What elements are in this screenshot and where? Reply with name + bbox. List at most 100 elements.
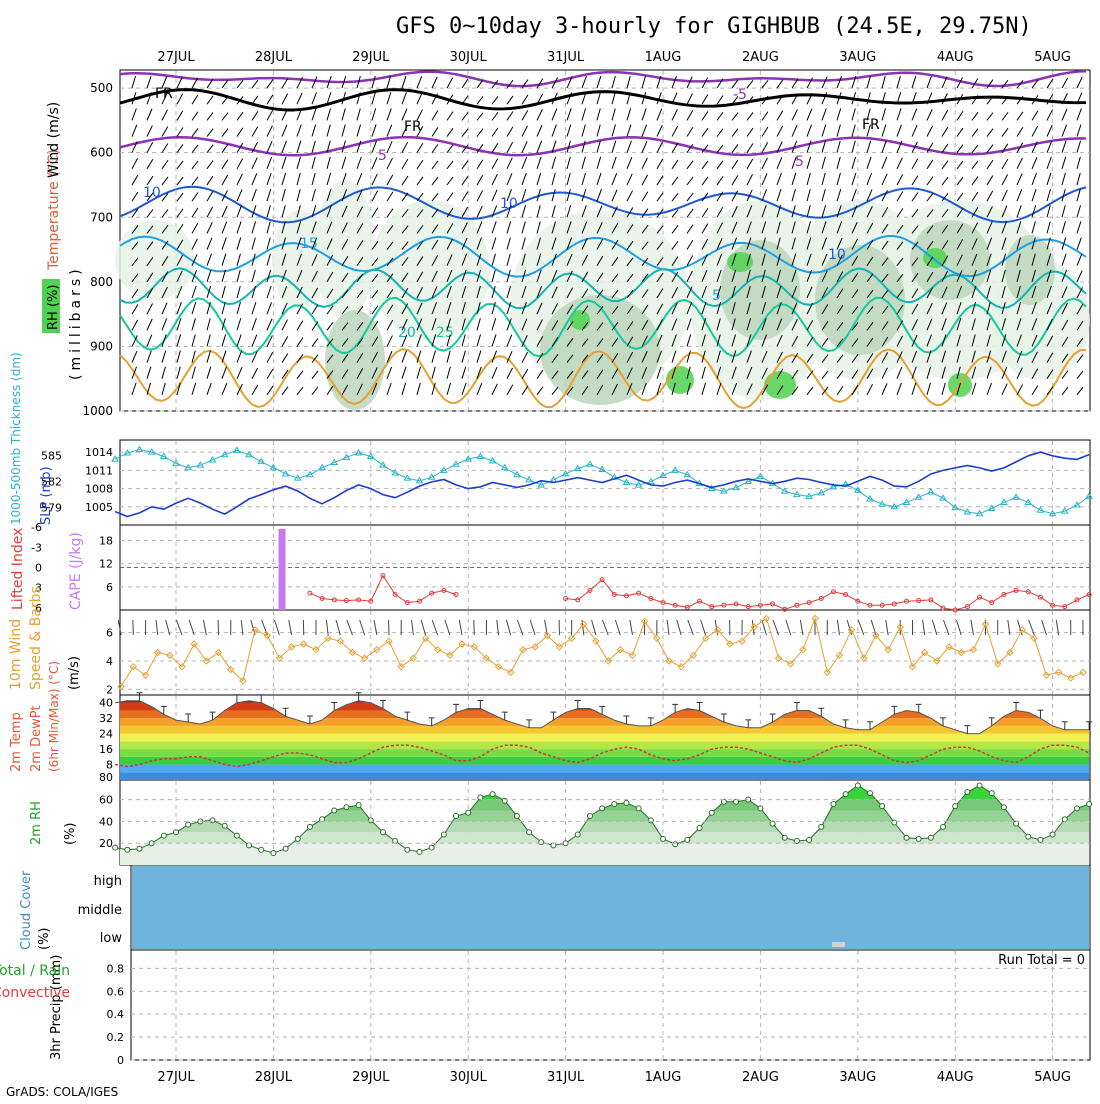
wind-barb xyxy=(162,209,168,217)
wind-barb xyxy=(912,125,917,136)
wind-barb xyxy=(237,128,243,137)
wind-barb xyxy=(642,76,645,88)
wind-barb xyxy=(642,108,646,120)
wind-barb xyxy=(1032,221,1035,233)
wind-barb xyxy=(522,95,528,104)
wind-barb xyxy=(597,92,600,104)
time-tick-label-top: 30JUL xyxy=(450,50,488,65)
ylabel-total-rain: Total / Rain xyxy=(0,963,70,979)
wind-barb xyxy=(747,128,753,136)
rh-point xyxy=(648,818,653,823)
wind-barb xyxy=(747,80,753,88)
minmax-marker xyxy=(575,701,581,709)
wind-barb xyxy=(132,351,137,363)
li-tick-label: 0 xyxy=(35,562,42,575)
wind-barb xyxy=(477,318,480,330)
wind-barb xyxy=(912,383,916,395)
minmax-marker xyxy=(697,702,703,710)
wind-barb xyxy=(282,353,288,362)
rh-point xyxy=(673,842,678,847)
profile-ylabels-units: (millibars) xyxy=(68,265,84,380)
rh-point xyxy=(502,798,507,803)
wind-barb xyxy=(897,76,900,88)
rh-point xyxy=(1001,805,1006,810)
wind-barb xyxy=(867,173,872,185)
rh-tick-label: 20 xyxy=(99,837,113,850)
wind-barb xyxy=(237,302,240,314)
wind-barb xyxy=(657,125,662,136)
wind-barb xyxy=(612,141,616,153)
wind-barb xyxy=(207,383,211,395)
wind-barb xyxy=(732,144,738,152)
wind-barb xyxy=(237,334,241,346)
minmax-marker xyxy=(258,695,264,703)
wind-barb xyxy=(942,144,948,153)
wind-barb xyxy=(402,367,406,379)
wind-barb xyxy=(192,302,196,314)
rh-point xyxy=(831,801,836,806)
wind-barb xyxy=(852,157,856,169)
wind-barb xyxy=(987,160,993,169)
temp-color-band xyxy=(120,749,1090,757)
time-tick-label-bottom: 2AUG xyxy=(742,1070,779,1085)
wind-barb xyxy=(777,80,783,88)
wind-barb xyxy=(387,383,391,395)
wind-barb xyxy=(537,109,542,120)
wind-barb-10m xyxy=(773,620,779,635)
rh-point xyxy=(855,783,860,788)
wind-barb xyxy=(657,142,663,153)
wind-barb xyxy=(912,159,918,169)
wind-barb xyxy=(282,387,288,395)
wind-barb xyxy=(1017,127,1023,136)
wind-barb xyxy=(222,80,228,88)
wind-barb xyxy=(1062,205,1065,217)
wind-barb xyxy=(192,177,198,185)
wind-barb xyxy=(417,76,422,88)
wind-barb xyxy=(207,318,210,330)
wind-barb xyxy=(1062,125,1067,137)
wind-barb xyxy=(882,141,886,153)
wind-barb xyxy=(837,141,840,153)
wind-barb xyxy=(492,318,496,330)
wind-barb xyxy=(762,158,767,169)
minmax-marker xyxy=(916,704,922,712)
wind-barb xyxy=(297,338,303,347)
time-tick-label-bottom: 31JUL xyxy=(547,1070,585,1085)
wind-barb xyxy=(942,177,948,185)
wind-barb xyxy=(972,145,978,153)
wind-barb xyxy=(252,96,258,104)
rh-point xyxy=(1074,806,1079,811)
wind-barb xyxy=(1032,189,1036,201)
wind-barb xyxy=(507,368,512,379)
wind-barb xyxy=(612,108,615,120)
wind-barb xyxy=(192,335,195,347)
wind-barb xyxy=(222,286,225,298)
wind-barb xyxy=(267,302,272,314)
wind-barb xyxy=(462,351,465,363)
wind-barb xyxy=(492,367,497,379)
wind-barb xyxy=(207,96,213,104)
wind-barb xyxy=(822,77,827,88)
wind-barb xyxy=(252,111,258,120)
wind-barb xyxy=(1077,189,1080,201)
profile-ylabels: Temperature (°C)Wind (m/s) xyxy=(46,102,62,271)
rh-point xyxy=(636,806,641,811)
wind-barb xyxy=(687,240,693,249)
wind-barb xyxy=(252,158,257,169)
wind-barb xyxy=(177,302,181,314)
wind-barb xyxy=(387,108,391,120)
wind-barb xyxy=(1002,159,1008,169)
wind-barb xyxy=(177,351,180,363)
wind-barb xyxy=(177,209,183,217)
rh-point xyxy=(417,849,422,854)
freezing-level-line-core xyxy=(120,93,1086,112)
wind-barb xyxy=(432,177,438,185)
rh-point xyxy=(807,837,812,842)
wind-barb xyxy=(732,129,738,137)
wind-barb xyxy=(327,157,330,169)
wind-barb xyxy=(492,159,498,169)
wind-barb xyxy=(297,157,300,169)
